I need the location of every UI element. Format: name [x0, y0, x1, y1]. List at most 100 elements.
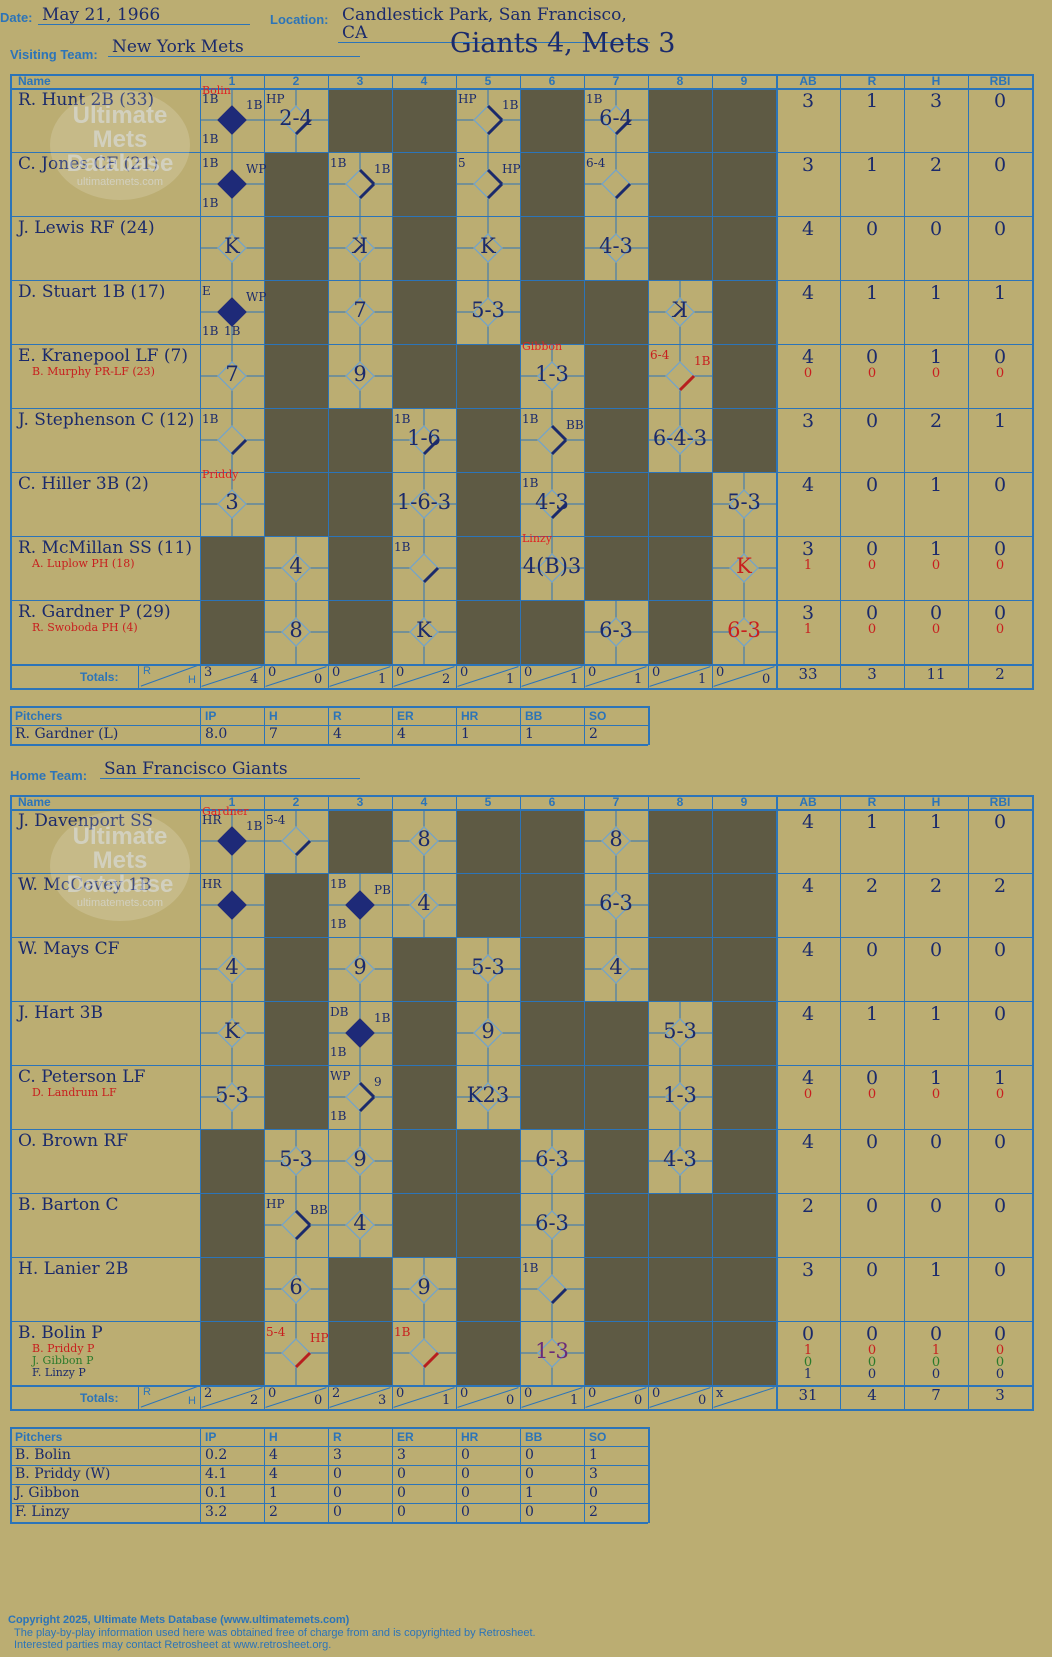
base-diamond-icon	[264, 536, 328, 600]
play-note: HR	[202, 877, 222, 891]
play-note: 1B	[202, 196, 219, 210]
empty-inning-cell	[392, 1001, 456, 1065]
player-name: B. Barton C	[18, 1195, 119, 1215]
stat-value: 0	[993, 1003, 1007, 1025]
play-note: 5	[458, 156, 466, 170]
pitcher-stat: 1	[525, 726, 534, 742]
stat-ab: 4	[776, 939, 840, 961]
pitcher-stat: 8.0	[205, 726, 228, 742]
stat-value: 0	[803, 366, 813, 381]
stat-value: 0	[931, 558, 941, 573]
at-bat-cell: K	[712, 536, 776, 600]
stat-value: 4	[801, 282, 815, 304]
stat-value: 0	[867, 1087, 877, 1102]
pitcher-stat: 4	[269, 1447, 278, 1463]
grid-line	[712, 795, 713, 1411]
stat-value: 0	[865, 218, 879, 240]
column-header-rbi: RBI	[989, 74, 1011, 88]
at-bat-cell: 1-3 Gibbon	[520, 340, 584, 408]
base-diamond-icon	[200, 280, 264, 344]
at-bat-cell: 4	[328, 1193, 392, 1257]
play-result: 8	[417, 827, 431, 851]
pitcher-stat: 7	[269, 726, 278, 742]
empty-inning-cell	[264, 280, 328, 344]
stat-value: 0	[995, 1343, 1005, 1358]
base-diamond-icon	[648, 1065, 712, 1129]
retrosheet-line: The play-by-play information used here w…	[14, 1627, 536, 1639]
stat-value: 0	[803, 1355, 813, 1370]
pitchers-header: BB	[525, 1430, 543, 1444]
grid-line	[328, 706, 329, 745]
stat-value: 0	[865, 939, 879, 961]
base-diamond-icon	[392, 600, 456, 664]
play-note: 1B	[246, 98, 263, 112]
empty-inning-cell	[712, 1001, 776, 1065]
grid-line	[10, 795, 12, 1411]
pitcher-stat: 4	[397, 726, 406, 742]
inning-runs: 0	[268, 1386, 277, 1401]
empty-inning-cell	[456, 873, 520, 937]
grid-line	[10, 795, 1032, 797]
empty-inning-cell	[456, 1129, 520, 1193]
player-name: E. Kranepool LF (7)	[18, 346, 188, 366]
stat-value: 4	[801, 939, 815, 961]
stat-value: 0	[865, 1259, 879, 1281]
inning-hits: 0	[634, 1393, 643, 1408]
grid-line	[10, 706, 648, 708]
stat-h: 0	[904, 1195, 968, 1217]
stat-rbi: 1	[968, 410, 1032, 432]
empty-inning-cell	[712, 88, 776, 152]
play-result: 1-6-3	[396, 490, 452, 514]
empty-inning-cell	[648, 873, 712, 937]
at-bat-cell: 8	[264, 600, 328, 664]
grid-line	[264, 74, 265, 690]
at-bat-cell: 6-4-3	[648, 408, 712, 472]
base-diamond-icon	[392, 1257, 456, 1321]
pitcher-stat: 0	[589, 1485, 598, 1501]
empty-inning-cell	[200, 1129, 264, 1193]
empty-inning-cell	[200, 600, 264, 664]
stat-value: 0	[931, 366, 941, 381]
at-bat-cell: 1B BB	[520, 408, 584, 472]
visiting-team-label: Visiting Team:	[10, 47, 98, 62]
empty-inning-cell	[456, 1257, 520, 1321]
play-result: 6-3	[535, 1211, 569, 1235]
stat-r: 1	[840, 811, 904, 833]
at-bat-cell: 4-3	[584, 216, 648, 280]
grid-line	[10, 1001, 1032, 1002]
play-result: 1-3	[535, 362, 569, 386]
pitchers-header: ER	[397, 709, 414, 723]
grid-line	[10, 1129, 1032, 1130]
grid-line	[10, 280, 1032, 281]
at-bat-cell: 8	[584, 809, 648, 873]
grid-line	[10, 74, 12, 690]
base-diamond-icon	[200, 1065, 264, 1129]
total-stat: 3	[867, 665, 877, 683]
inning-hits: 0	[314, 672, 323, 687]
empty-inning-cell	[264, 152, 328, 216]
empty-inning-cell	[584, 1193, 648, 1257]
stat-value: 0	[993, 90, 1007, 112]
stat-value: 0	[993, 602, 1007, 624]
column-header-inning-9: 9	[740, 74, 748, 88]
stat-r: 0	[840, 410, 904, 432]
pitcher-stat: 0	[333, 1466, 342, 1482]
location-label: Location:	[270, 12, 329, 27]
pitcher-stat: 1	[461, 726, 470, 742]
column-header-name: Name	[18, 74, 51, 88]
pitcher-stat: 0	[333, 1504, 342, 1520]
stat-value: 0	[867, 558, 877, 573]
empty-inning-cell	[264, 408, 328, 472]
pitchers-header: R	[333, 709, 342, 723]
play-note: 1B	[202, 412, 219, 426]
play-result: 5-3	[727, 490, 761, 514]
home-team-label: Home Team:	[10, 768, 88, 783]
base-diamond-icon	[712, 600, 776, 664]
play-result: 4-3	[599, 234, 633, 258]
empty-inning-cell	[584, 344, 648, 408]
at-bat-cell: 9	[456, 1001, 520, 1065]
stat-value: 0	[865, 410, 879, 432]
at-bat-cell: 6-3	[520, 1193, 584, 1257]
